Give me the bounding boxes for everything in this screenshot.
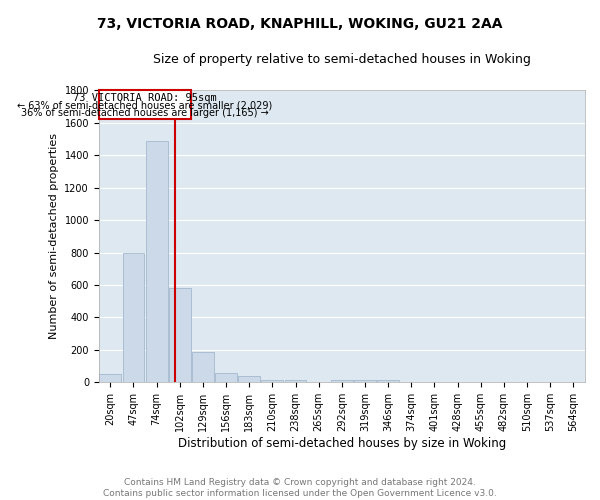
Bar: [354, 380, 376, 382]
Bar: [331, 380, 353, 382]
Title: Size of property relative to semi-detached houses in Woking: Size of property relative to semi-detach…: [153, 52, 531, 66]
Bar: [262, 380, 283, 382]
Y-axis label: Number of semi-detached properties: Number of semi-detached properties: [49, 134, 59, 340]
X-axis label: Distribution of semi-detached houses by size in Woking: Distribution of semi-detached houses by …: [178, 437, 506, 450]
Text: Contains HM Land Registry data © Crown copyright and database right 2024.
Contai: Contains HM Land Registry data © Crown c…: [103, 478, 497, 498]
Text: ← 63% of semi-detached houses are smaller (2,029): ← 63% of semi-detached houses are smalle…: [17, 101, 272, 111]
Bar: [122, 252, 145, 382]
Bar: [146, 140, 167, 382]
Bar: [192, 352, 214, 382]
FancyBboxPatch shape: [99, 90, 191, 120]
Bar: [377, 380, 399, 382]
Text: 73 VICTORIA ROAD: 95sqm: 73 VICTORIA ROAD: 95sqm: [73, 92, 217, 102]
Bar: [169, 288, 191, 382]
Bar: [284, 380, 307, 382]
Bar: [238, 376, 260, 382]
Bar: [215, 372, 237, 382]
Text: 36% of semi-detached houses are larger (1,165) →: 36% of semi-detached houses are larger (…: [21, 108, 269, 118]
Bar: [100, 374, 121, 382]
Text: 73, VICTORIA ROAD, KNAPHILL, WOKING, GU21 2AA: 73, VICTORIA ROAD, KNAPHILL, WOKING, GU2…: [97, 18, 503, 32]
